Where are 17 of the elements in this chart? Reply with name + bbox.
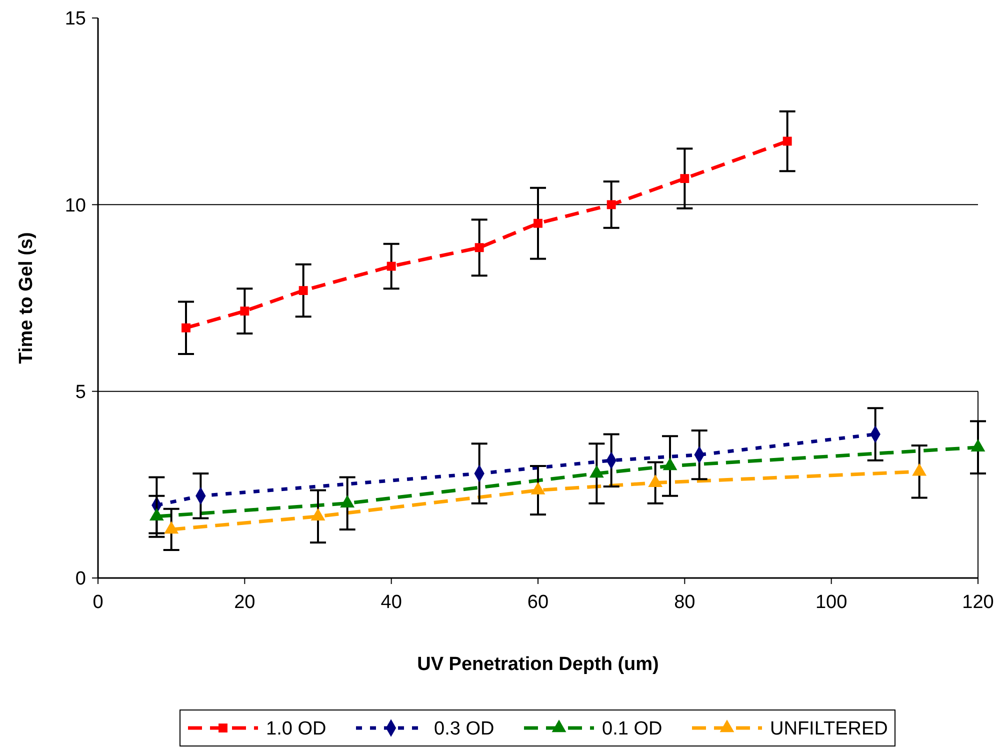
y-tick-label: 15 <box>64 8 86 30</box>
x-tick-label: 0 <box>92 592 104 613</box>
x-tick-label: 120 <box>962 592 994 613</box>
x-tick-label: 60 <box>527 592 549 613</box>
y-tick-label: 5 <box>75 382 86 403</box>
x-tick-label: 40 <box>380 592 402 613</box>
legend-label: UNFILTERED <box>770 718 888 740</box>
legend-label: 0.3 OD <box>434 718 494 740</box>
y-tick-label: 10 <box>64 195 86 216</box>
x-tick-label: 20 <box>234 592 256 613</box>
y-tick-label: 0 <box>75 568 86 590</box>
legend-label: 0.1 OD <box>602 718 662 740</box>
x-tick-label: 80 <box>674 592 696 613</box>
y-axis-title: Time to Gel (s) <box>16 232 37 364</box>
legend-label: 1.0 OD <box>266 718 326 740</box>
x-axis-title: UV Penetration Depth (um) <box>417 654 659 675</box>
x-tick-label: 100 <box>815 592 848 613</box>
